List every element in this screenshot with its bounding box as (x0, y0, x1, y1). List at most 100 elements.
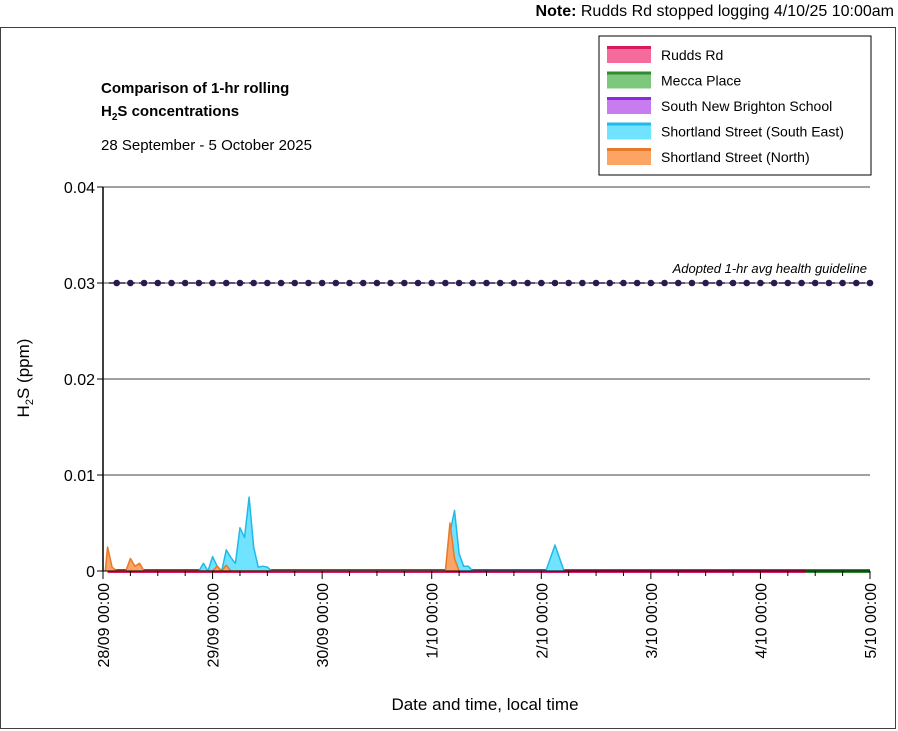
guideline-marker-48 (770, 279, 778, 287)
guideline-marker-16 (332, 279, 340, 287)
guideline-marker-42 (688, 279, 696, 287)
legend-swatch-mecca-place (607, 71, 651, 89)
guideline-marker-24 (442, 279, 449, 287)
guideline-marker-31 (537, 279, 545, 287)
guideline-marker-49 (784, 279, 792, 287)
guideline-marker-41 (674, 279, 682, 287)
guideline-marker-52 (825, 279, 833, 287)
guideline-marker-27 (483, 279, 490, 287)
guideline-marker-51 (811, 279, 819, 287)
ylabel-sub: 2 (24, 399, 36, 405)
guideline-marker-53 (839, 279, 846, 287)
x-tick-label-3: 1/10 00:00 (425, 583, 442, 659)
guideline-marker-47 (757, 279, 764, 287)
y-tick-label-1: 0.01 (64, 468, 95, 485)
guideline-marker-9 (236, 279, 244, 287)
guideline-marker-44 (716, 279, 723, 287)
x-tick-label-7: 5/10 00:00 (863, 583, 880, 659)
guideline-marker-54 (853, 279, 860, 287)
guideline-marker-18 (359, 279, 367, 287)
guideline-marker-38 (633, 279, 641, 287)
guideline-marker-28 (496, 279, 504, 287)
gridlines (103, 186, 870, 476)
guideline-marker-13 (291, 279, 299, 287)
note-message: Rudds Rd stopped logging 4/10/25 10:00am (580, 3, 894, 20)
x-tick-label-1: 29/09 00:00 (206, 583, 223, 668)
note-text: Note: Rudds Rd stopped logging 4/10/25 1… (536, 3, 894, 21)
guideline-marker-45 (729, 279, 737, 287)
guideline-marker-21 (401, 279, 408, 287)
chart-subtitle: 28 September - 5 October 2025 (101, 137, 312, 154)
ylabel-suffix: S (ppm) (14, 339, 33, 399)
guideline-marker-29 (510, 279, 518, 287)
guideline-marker-43 (702, 279, 709, 287)
legend-swatch-shortland-street-south-east- (607, 122, 651, 140)
guideline-marker-50 (798, 279, 805, 287)
guideline-marker-11 (264, 279, 271, 287)
legend-label-rudds-rd: Rudds Rd (661, 47, 723, 63)
x-tick-label-6: 4/10 00:00 (753, 583, 770, 659)
guideline-marker-17 (346, 279, 353, 287)
guideline-marker-10 (250, 279, 257, 287)
guideline-marker-55 (866, 279, 874, 287)
guideline-marker-4 (168, 279, 175, 287)
legend-swatch-rudds-rd (607, 46, 651, 63)
guideline-marker-3 (154, 279, 162, 287)
guideline-marker-32 (551, 279, 559, 287)
guideline: Adopted 1-hr avg health guideline (109, 261, 874, 287)
y-tick-label-0: 0 (86, 564, 95, 581)
chart: Adopted 1-hr avg health guideline 00.010… (14, 35, 880, 714)
guideline-marker-23 (428, 279, 436, 287)
guideline-marker-35 (592, 279, 600, 287)
guideline-marker-14 (305, 279, 312, 287)
guideline-marker-37 (620, 279, 627, 287)
guideline-marker-36 (606, 279, 614, 287)
guideline-marker-33 (565, 279, 572, 287)
legend-label-shortland-street-north-: Shortland Street (North) (661, 149, 810, 165)
note-label: Note: (535, 3, 577, 20)
legend-label-shortland-street-south-east-: Shortland Street (South East) (661, 124, 844, 140)
y-tick-label-2: 0.02 (64, 372, 95, 389)
guideline-marker-46 (743, 279, 751, 287)
guideline-marker-26 (469, 279, 477, 287)
legend: Rudds Rd Mecca Place South New Brighton Sc… (598, 35, 872, 176)
legend-swatch-south-new-brighton-school (607, 97, 651, 114)
guideline-marker-8 (222, 279, 230, 287)
y-tick-label-3: 0.03 (64, 276, 95, 293)
guideline-marker-1 (127, 279, 134, 287)
x-tick-label-2: 30/09 00:00 (315, 583, 332, 668)
guideline-marker-2 (140, 279, 148, 287)
axes: 0 0.01 0.02 0.03 0.04 28/09 00:00 29/09 00:00 3… (64, 180, 880, 668)
guideline-label: Adopted 1-hr avg health guideline (672, 261, 867, 276)
guideline-marker-20 (387, 279, 394, 287)
title-s: S concentrations (117, 103, 239, 120)
x-tick-label-4: 2/10 00:00 (534, 583, 551, 659)
title-sub: 2 (112, 112, 118, 123)
guideline-marker-6 (195, 279, 203, 287)
series-layer (104, 496, 870, 573)
x-tick-label-0: 28/09 00:00 (96, 583, 113, 668)
x-tick-label-5: 3/10 00:00 (644, 583, 661, 659)
chart-frame: Adopted 1-hr avg health guideline 0 0.01 0… (0, 27, 896, 729)
series-area-shortland-street-north- (105, 523, 460, 571)
legend-label-mecca-place: Mecca Place (661, 73, 741, 89)
ylabel-h: H (14, 405, 33, 417)
chart-title-line2: H2S concentrations (101, 103, 239, 123)
y-axis-label: H2S (ppm) (14, 339, 36, 418)
guideline-marker-12 (277, 279, 285, 287)
title-h: H (101, 103, 112, 120)
series-line-shortland-street-north- (104, 522, 460, 572)
guideline-marker-15 (318, 279, 326, 287)
guideline-marker-39 (647, 279, 655, 287)
legend-swatch-shortland-street-north- (607, 148, 651, 165)
legend-label-south-new-brighton-school: South New Brighton School (661, 98, 832, 114)
guideline-marker-22 (414, 279, 422, 287)
guideline-marker-40 (661, 279, 668, 287)
y-tick-label-4: 0.04 (64, 180, 95, 197)
guideline-marker-30 (524, 279, 531, 287)
guideline-marker-34 (579, 279, 586, 287)
guideline-marker-0 (113, 279, 120, 287)
guideline-marker-25 (455, 279, 463, 287)
x-axis-label: Date and time, local time (391, 695, 578, 714)
guideline-marker-7 (209, 279, 216, 287)
